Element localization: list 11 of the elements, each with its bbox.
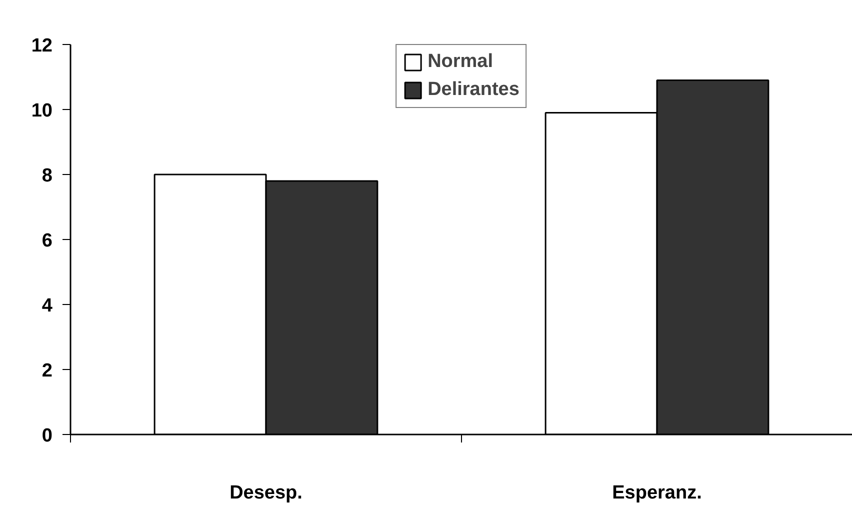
y-tick-label: 6 (42, 230, 53, 252)
legend-label: Delirantes (428, 79, 520, 101)
x-tick-label: Desesp. (230, 482, 302, 504)
legend-label: Normal (428, 51, 494, 73)
x-tick-label: Esperanz. (612, 482, 702, 504)
y-tick-label: 12 (31, 36, 53, 56)
y-tick-label: 10 (31, 100, 53, 122)
y-tick-label: 4 (42, 296, 53, 316)
y-tick-label: 0 (42, 426, 53, 446)
y-tick-label: 2 (42, 360, 53, 382)
y-tick-label: 8 (42, 166, 53, 186)
